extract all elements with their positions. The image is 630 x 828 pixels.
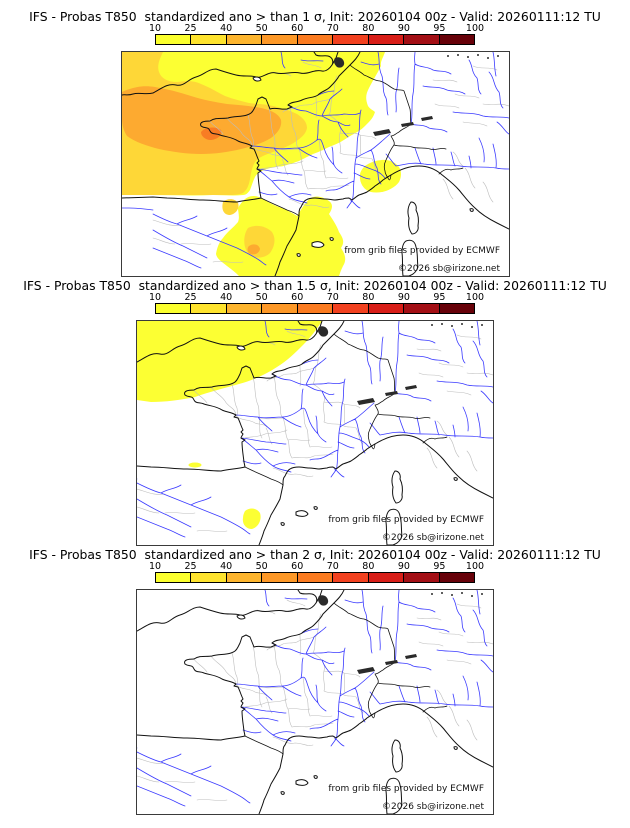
colorbar-tick-label: 10 xyxy=(148,561,162,572)
colorbar-segment xyxy=(296,35,333,44)
colorbar-tick-label: 100 xyxy=(465,292,485,303)
colorbar-segment xyxy=(438,304,474,313)
prob-region-40pct-spain-spot xyxy=(247,244,260,255)
basemap xyxy=(137,590,493,814)
colorbar-tick-label: 95 xyxy=(433,292,446,303)
colorbar-tick-label: 90 xyxy=(397,561,410,572)
colorbar-gradient xyxy=(155,303,475,314)
map-frame-1p5sigma xyxy=(136,320,494,546)
colorbar-tick-label: 50 xyxy=(255,23,268,34)
prob-spot-northeast-spain xyxy=(242,508,261,529)
forecast-panel-2sigma: IFS - Probas T850 standardized ano > tha… xyxy=(0,548,630,815)
colorbar-tick-row: 10 25 40 50 60 70 80 90 95 100 xyxy=(149,292,484,303)
colorbar-tick-label: 60 xyxy=(291,23,304,34)
colorbar-tick-label: 40 xyxy=(220,23,233,34)
colorbar-tick-label: 10 xyxy=(148,23,162,34)
colorbar-tick-label: 25 xyxy=(184,561,197,572)
colorbar-tick-label: 50 xyxy=(255,292,268,303)
forecast-panel-1p5sigma: IFS - Probas T850 standardized ano > tha… xyxy=(0,279,630,546)
colorbar-segment xyxy=(296,304,333,313)
colorbar-segment xyxy=(190,573,226,582)
probability-overlay-1sigma xyxy=(121,52,401,276)
colorbar-tick-label: 50 xyxy=(255,561,268,572)
probability-overlay-1p5sigma xyxy=(137,321,322,529)
colorbar-tick-label: 10 xyxy=(148,292,162,303)
prob-region-10pct-northwest xyxy=(137,321,322,402)
colorbar-tick-label: 25 xyxy=(184,23,197,34)
colorbar-tick-label: 70 xyxy=(326,292,339,303)
panel-title: IFS - Probas T850 standardized ano > tha… xyxy=(29,9,601,24)
colorbar-tick-label: 95 xyxy=(433,23,446,34)
colorbar-segment xyxy=(296,573,333,582)
colorbar-gradient xyxy=(155,34,475,45)
colorbar-tick-label: 80 xyxy=(362,561,375,572)
colorbar-tick-label: 90 xyxy=(397,23,410,34)
prob-region-25pct-andorra xyxy=(221,199,239,215)
colorbar-segment xyxy=(367,304,404,313)
colorbar-segment xyxy=(332,304,368,313)
prob-region-60pct-spot xyxy=(200,127,222,140)
colorbar-tick-label: 100 xyxy=(465,23,485,34)
colorbar-tick-label: 100 xyxy=(465,561,485,572)
prob-region-10pct-provence xyxy=(359,159,401,193)
colorbar-segment xyxy=(190,35,226,44)
colorbar-segment xyxy=(156,573,191,582)
colorbar-segment xyxy=(225,573,262,582)
colorbar-tick-label: 40 xyxy=(220,292,233,303)
colorbar-tick-label: 80 xyxy=(362,292,375,303)
colorbar-tick-label: 40 xyxy=(220,561,233,572)
map-frame-2sigma xyxy=(136,589,494,815)
colorbar-segment xyxy=(367,573,404,582)
forecast-panel-1sigma: IFS - Probas T850 standardized ano > tha… xyxy=(0,10,630,277)
white-gap-aquitaine xyxy=(259,166,304,197)
colorbar-segment xyxy=(261,304,297,313)
probability-colorbar: 10 25 40 50 60 70 80 90 95 100 xyxy=(149,561,484,583)
colorbar-segment xyxy=(156,35,191,44)
colorbar-tick-label: 60 xyxy=(291,561,304,572)
colorbar-segment xyxy=(367,35,404,44)
colorbar-tick-label: 70 xyxy=(326,561,339,572)
colorbar-gradient xyxy=(155,572,475,583)
probability-colorbar: 10 25 40 50 60 70 80 90 95 100 xyxy=(149,23,484,45)
map-canvas-2sigma xyxy=(137,590,493,814)
colorbar-segment xyxy=(403,304,439,313)
prob-spot-spanish-coast xyxy=(188,462,202,468)
colorbar-segment xyxy=(156,304,191,313)
colorbar-segment xyxy=(225,304,262,313)
prob-region-40pct-brittany xyxy=(121,86,281,154)
prob-region-10pct-south xyxy=(215,195,345,276)
map-frame-1sigma xyxy=(120,51,510,277)
map-canvas-1p5sigma xyxy=(137,321,493,545)
colorbar-segment xyxy=(261,573,297,582)
colorbar-tick-label: 60 xyxy=(291,292,304,303)
colorbar-tick-label: 90 xyxy=(397,292,410,303)
colorbar-tick-label: 25 xyxy=(184,292,197,303)
colorbar-tick-row: 10 25 40 50 60 70 80 90 95 100 xyxy=(149,23,484,34)
panel-title: IFS - Probas T850 standardized ano > tha… xyxy=(23,278,607,293)
colorbar-segment xyxy=(438,35,474,44)
colorbar-tick-row: 10 25 40 50 60 70 80 90 95 100 xyxy=(149,561,484,572)
colorbar-segment xyxy=(332,35,368,44)
colorbar-segment xyxy=(403,573,439,582)
colorbar-tick-label: 95 xyxy=(433,561,446,572)
colorbar-segment xyxy=(261,35,297,44)
panel-title: IFS - Probas T850 standardized ano > tha… xyxy=(29,547,601,562)
probability-colorbar: 10 25 40 50 60 70 80 90 95 100 xyxy=(149,292,484,314)
colorbar-segment xyxy=(332,573,368,582)
colorbar-segment xyxy=(403,35,439,44)
colorbar-segment xyxy=(438,573,474,582)
map-canvas-1sigma xyxy=(121,52,509,276)
colorbar-tick-label: 80 xyxy=(362,23,375,34)
colorbar-segment xyxy=(190,304,226,313)
colorbar-tick-label: 70 xyxy=(326,23,339,34)
colorbar-segment xyxy=(225,35,262,44)
